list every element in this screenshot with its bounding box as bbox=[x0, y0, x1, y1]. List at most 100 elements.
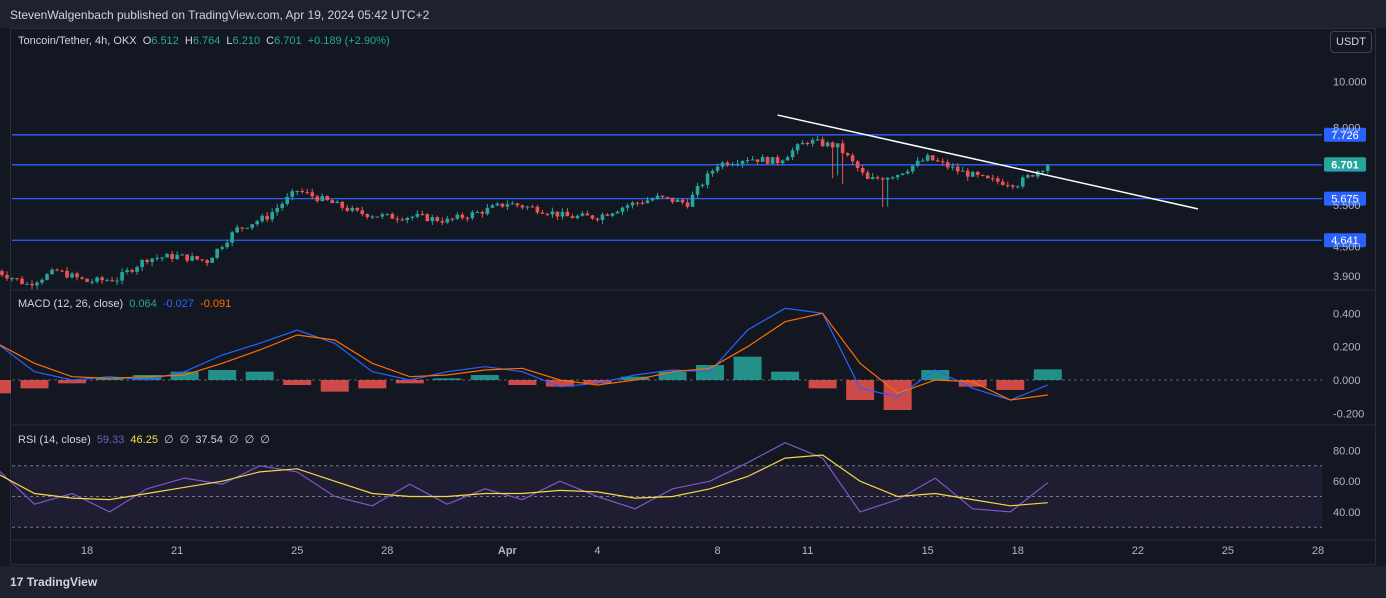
time-tick-label: 11 bbox=[802, 545, 813, 557]
candle-body bbox=[955, 166, 960, 172]
rsi-upper-value: 37.54 bbox=[195, 434, 223, 446]
candle-body bbox=[980, 174, 985, 176]
candle-body bbox=[235, 227, 239, 233]
level-label: 7.726 bbox=[1331, 130, 1359, 142]
candle-body bbox=[995, 178, 1000, 182]
macd-line bbox=[0, 307, 1049, 401]
candle-body bbox=[455, 214, 460, 219]
candle-body bbox=[175, 254, 179, 259]
candle-body bbox=[270, 212, 274, 220]
candle-body bbox=[570, 216, 575, 219]
candle-body bbox=[715, 166, 720, 171]
candle-body bbox=[45, 274, 49, 280]
candle-body bbox=[685, 202, 690, 207]
level-label: 5.675 bbox=[1331, 194, 1359, 206]
candle-body bbox=[365, 214, 370, 218]
candle-body bbox=[905, 171, 910, 174]
level-price-tag bbox=[1324, 191, 1366, 206]
macd-histogram-bar bbox=[696, 365, 725, 380]
macd-histogram-bar bbox=[95, 378, 124, 380]
candle-body bbox=[480, 211, 485, 214]
candle-body bbox=[285, 196, 290, 204]
candle-body bbox=[815, 139, 820, 141]
candle-body bbox=[210, 257, 214, 263]
candle-body bbox=[290, 191, 295, 197]
candle-body bbox=[930, 155, 935, 161]
macd-tick-label: 0.200 bbox=[1333, 342, 1361, 354]
candle-body bbox=[185, 254, 189, 261]
macd-histogram-bar bbox=[808, 380, 837, 389]
candle-body bbox=[595, 218, 600, 220]
candle-body bbox=[145, 260, 149, 263]
macd-tick-label: 0.400 bbox=[1333, 308, 1361, 320]
candle-body bbox=[395, 218, 400, 220]
candle-body bbox=[735, 163, 740, 165]
logo-mark-icon: 17 bbox=[10, 575, 24, 589]
candle-body bbox=[755, 159, 760, 162]
currency-button[interactable]: USDT bbox=[1330, 31, 1372, 53]
macd-histogram-bar bbox=[996, 380, 1025, 390]
candle-body bbox=[435, 217, 440, 222]
candle-body bbox=[770, 157, 775, 164]
candle-body bbox=[950, 166, 955, 168]
candle-body bbox=[400, 219, 405, 221]
candle-body bbox=[680, 199, 685, 203]
candle-body bbox=[265, 215, 269, 220]
time-tick-label: Apr bbox=[498, 545, 518, 557]
publish-bar: StevenWalgenbach published on TradingVie… bbox=[0, 0, 1386, 28]
candle-body bbox=[630, 202, 635, 206]
footer: 17 TradingView bbox=[0, 566, 1386, 598]
candle-body bbox=[1030, 175, 1035, 177]
candle-body bbox=[140, 260, 144, 268]
candle-body bbox=[585, 213, 590, 216]
candle-body bbox=[180, 254, 184, 256]
candle-body bbox=[415, 213, 420, 217]
candle-body bbox=[660, 195, 665, 197]
candle-body bbox=[910, 165, 915, 172]
candle-body bbox=[390, 213, 395, 219]
time-tick-label: 15 bbox=[922, 545, 934, 557]
time-tick-label: 25 bbox=[1222, 545, 1234, 557]
candle-body bbox=[195, 256, 199, 260]
candle-body bbox=[580, 213, 585, 216]
candle-body bbox=[935, 160, 940, 162]
candle-body bbox=[335, 201, 340, 204]
candle-body bbox=[720, 162, 725, 167]
candle-body bbox=[795, 144, 800, 151]
macd-line-value: -0.027 bbox=[162, 298, 195, 310]
macd-histogram-bar bbox=[470, 375, 499, 380]
candle-body bbox=[990, 178, 995, 180]
candle-body bbox=[670, 197, 675, 203]
grid bbox=[12, 289, 1376, 541]
candle-body bbox=[555, 211, 560, 217]
rsi-label: RSI (14, close) bbox=[18, 434, 91, 446]
candle-body bbox=[105, 280, 109, 282]
candle-body bbox=[360, 210, 365, 215]
candle-body bbox=[590, 215, 595, 219]
candle-body bbox=[530, 206, 535, 208]
tradingview-logo[interactable]: 17 TradingView bbox=[10, 575, 97, 589]
candle-body bbox=[800, 142, 805, 145]
chart-area[interactable] bbox=[10, 28, 1376, 565]
candle-body bbox=[125, 270, 129, 272]
candle-body bbox=[765, 157, 770, 164]
candle-body bbox=[10, 278, 14, 280]
candle-body bbox=[60, 270, 64, 272]
candle-body bbox=[895, 174, 900, 178]
rsi-tick-label: 60.00 bbox=[1333, 476, 1361, 488]
candle-body bbox=[840, 143, 845, 154]
macd-histogram-bar bbox=[395, 380, 424, 384]
candle-body bbox=[825, 142, 830, 147]
candle-body bbox=[15, 278, 19, 280]
candle-body bbox=[745, 160, 750, 162]
candle-body bbox=[810, 140, 815, 144]
candle-body bbox=[970, 171, 975, 177]
macd-histogram-bar bbox=[283, 380, 312, 385]
candle-body bbox=[520, 205, 525, 208]
candle-body bbox=[695, 186, 700, 195]
macd-signal-value: -0.091 bbox=[200, 298, 232, 310]
candle-body bbox=[50, 269, 54, 275]
candle-body bbox=[110, 280, 114, 282]
candle-body bbox=[830, 142, 835, 148]
